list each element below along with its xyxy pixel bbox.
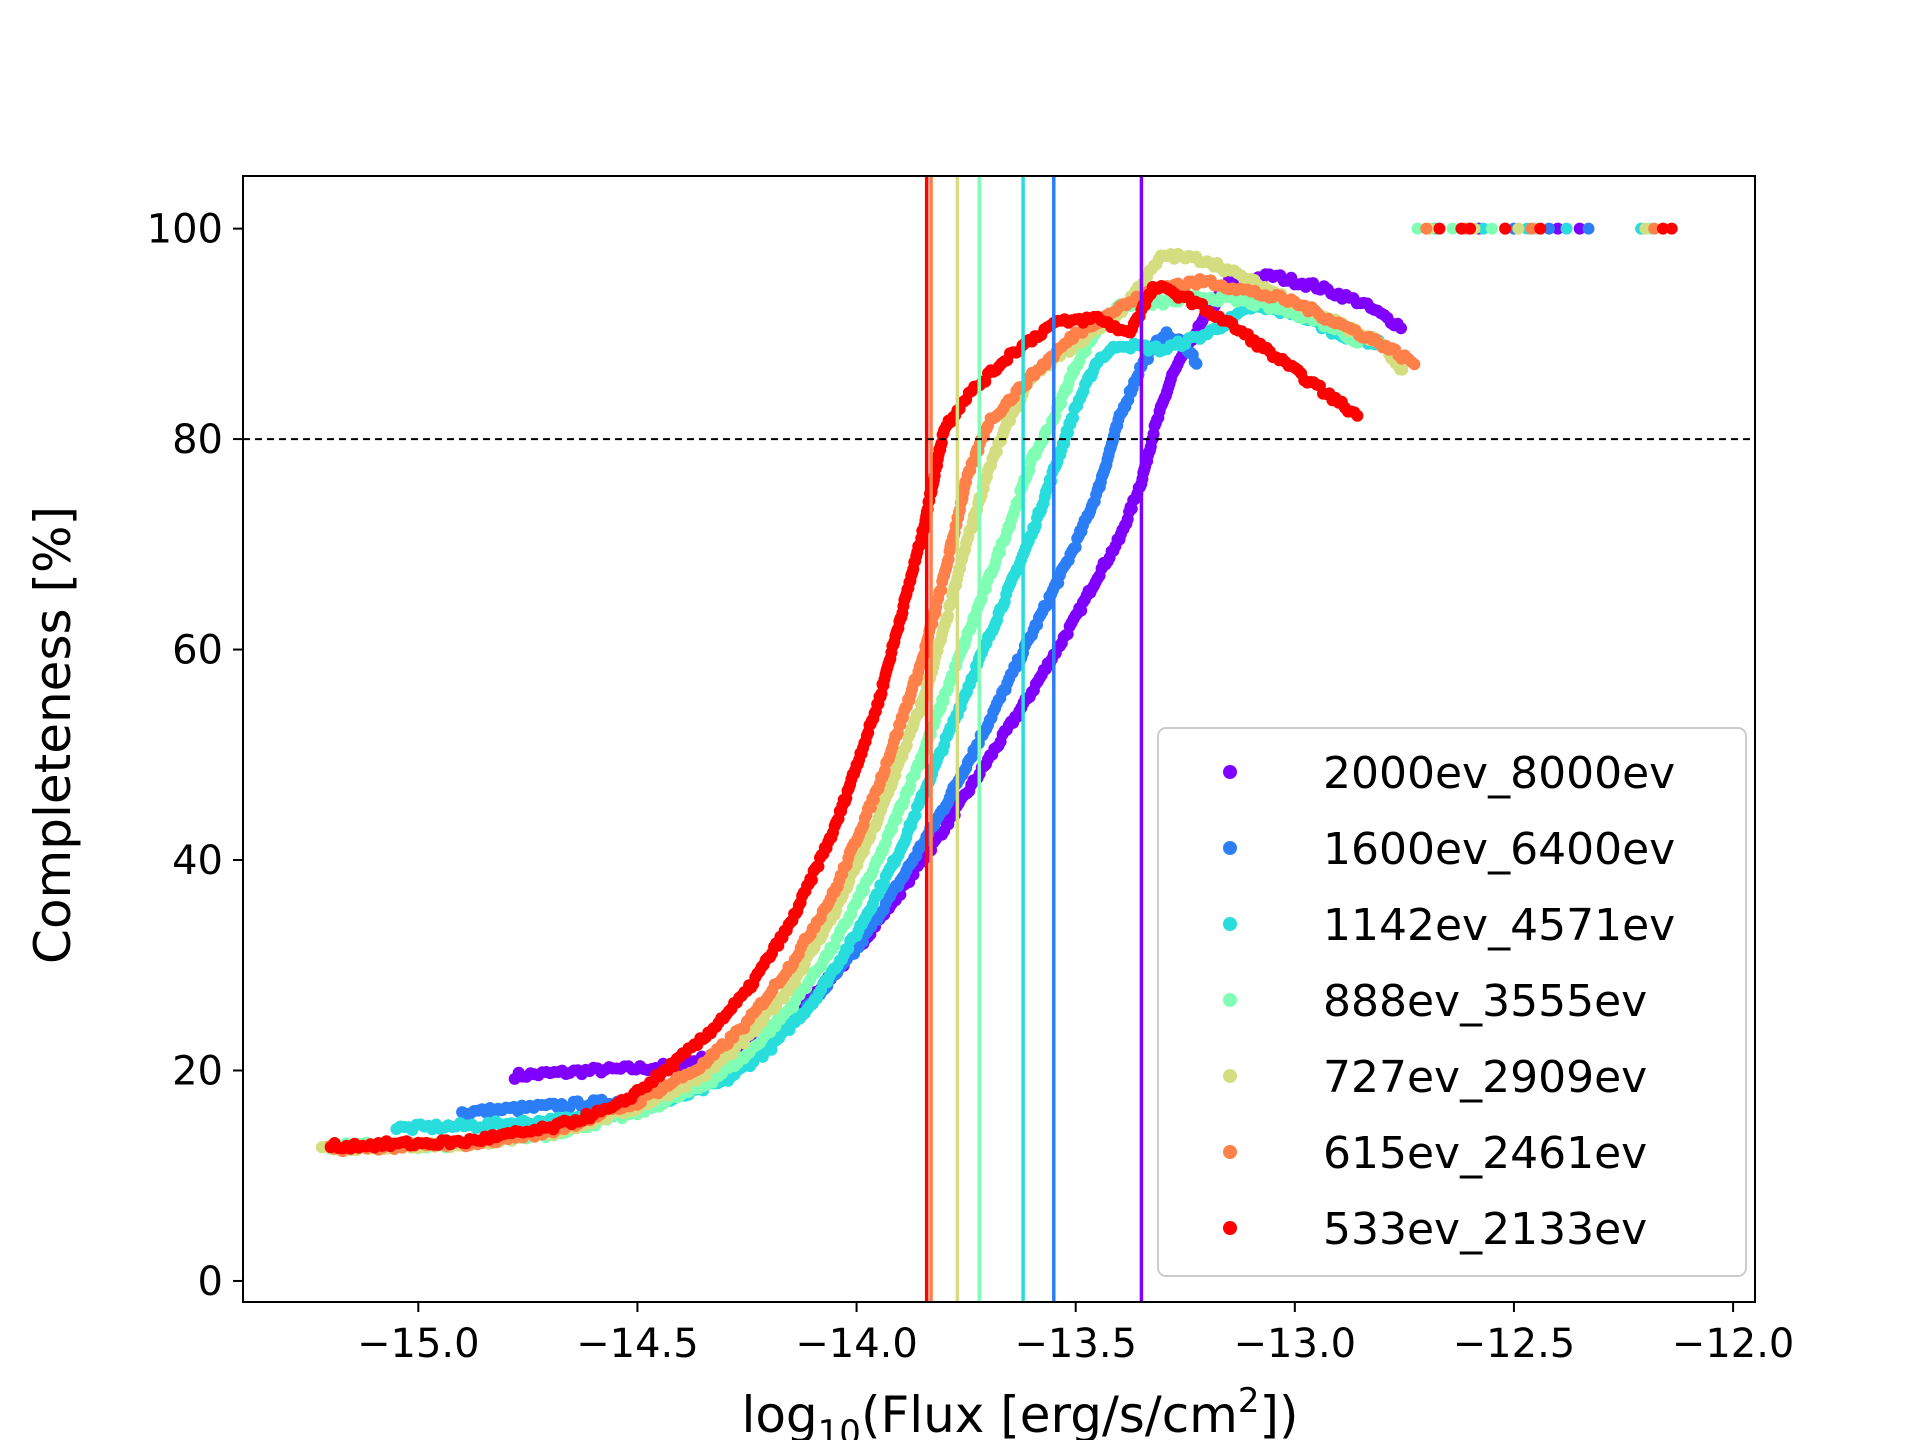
data-point-full — [1486, 222, 1498, 235]
legend-marker — [1223, 1145, 1237, 1159]
data-point-full — [1534, 222, 1547, 235]
data-point-full — [1446, 222, 1459, 235]
legend-marker — [1223, 917, 1237, 931]
y-axis-label: Completeness [%] — [24, 506, 82, 964]
data-point-full — [1455, 222, 1468, 235]
legend-entry: 727ev_2909ev — [1323, 1052, 1647, 1103]
data-point — [935, 584, 948, 597]
data-point — [1067, 411, 1080, 424]
y-tick-label: 80 — [172, 417, 223, 463]
data-point-full — [1560, 222, 1573, 235]
data-point-full — [1464, 222, 1477, 235]
x-tick-label: −12.0 — [1672, 1321, 1795, 1367]
data-point — [942, 609, 955, 622]
data-point — [1396, 363, 1409, 376]
legend: 2000ev_8000ev 1600ev_6400ev 1142ev_4571ev 8… — [1157, 727, 1747, 1277]
data-point-full — [1433, 222, 1446, 235]
data-point-full — [1648, 222, 1661, 235]
y-tick-label: 20 — [172, 1048, 223, 1094]
data-point-full — [1543, 222, 1555, 235]
legend-entry: 2000ev_8000ev — [1323, 748, 1675, 799]
y-tick-label: 0 — [198, 1259, 223, 1305]
x-tick-label: −14.5 — [576, 1321, 699, 1367]
data-point-full — [1420, 222, 1433, 235]
data-point-full — [1525, 222, 1538, 235]
data-point-full — [1657, 222, 1669, 235]
data-point — [805, 874, 818, 887]
data-point — [1351, 409, 1364, 422]
plot-area: −15.0 −14.5 −14.0 −13.5 −13.0 −12.5 −12.0 0 20 40… — [147, 175, 1795, 1367]
x-tick-label: −12.5 — [1453, 1321, 1576, 1367]
x-tick-label: −13.5 — [1014, 1321, 1137, 1367]
data-point — [994, 546, 1007, 559]
legend-marker — [1223, 1221, 1237, 1235]
legend-marker — [1223, 993, 1237, 1007]
legend-entry: 533ev_2133ev — [1323, 1204, 1647, 1255]
data-point-full — [1499, 222, 1512, 235]
y-tick-label: 40 — [172, 838, 223, 884]
legend-box — [1157, 727, 1747, 1277]
x-axis-label: log10(Flux [erg/s/cm2]) — [741, 1381, 1298, 1440]
legend-entry: 615ev_2461ev — [1323, 1128, 1647, 1179]
data-point-full — [1477, 222, 1490, 235]
x-axis-label-prefix: log — [741, 1386, 817, 1440]
legend-marker — [1223, 765, 1237, 779]
x-axis-label-subscript: 10 — [818, 1413, 861, 1440]
y-tick-label: 100 — [147, 207, 223, 253]
legend-marker — [1223, 841, 1237, 855]
data-point-full — [1639, 222, 1652, 235]
data-point — [1190, 357, 1203, 370]
x-tick-label: −13.0 — [1234, 1321, 1357, 1367]
data-point-full — [1551, 222, 1564, 235]
data-layer — [243, 176, 1755, 1302]
legend-marker — [1223, 1069, 1237, 1083]
x-axis-label-suffix: ]) — [1260, 1386, 1299, 1440]
data-point-full — [1512, 222, 1525, 235]
data-point-full — [1582, 222, 1595, 235]
y-tick-label: 60 — [172, 628, 223, 674]
data-point — [1408, 358, 1421, 371]
axes-frame — [242, 175, 1756, 1303]
data-point-full — [1665, 222, 1678, 235]
data-point — [1395, 322, 1407, 335]
data-point-full — [1411, 222, 1424, 235]
x-tick-label: −14.0 — [795, 1321, 918, 1367]
legend-entry: 1142ev_4571ev — [1323, 900, 1675, 951]
legend-entry: 1600ev_6400ev — [1323, 824, 1675, 875]
legend-entry: 888ev_3555ev — [1323, 976, 1647, 1027]
data-point-full — [1573, 222, 1586, 235]
x-tick-label: −15.0 — [357, 1321, 480, 1367]
x-axis-label-superscript: 2 — [1238, 1381, 1260, 1421]
y-axis-label-group: Completeness [%] — [24, 506, 82, 964]
x-axis-label-middle: (Flux [erg/s/cm — [861, 1386, 1238, 1440]
series-533ev_2133ev — [324, 222, 1678, 1155]
